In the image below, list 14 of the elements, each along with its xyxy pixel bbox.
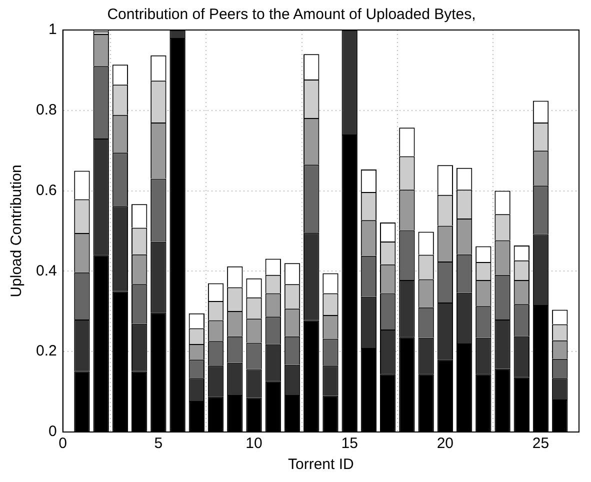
chart-title: Contribution of Peers to the Amount of Uploaded Bytes, — [107, 6, 476, 24]
y-axis-title: Upload Contribution — [8, 164, 26, 298]
y-tick-label: 1 — [48, 21, 57, 38]
x-tick-label: 10 — [246, 435, 262, 452]
x-tick-label: 25 — [532, 435, 550, 452]
y-tick-label: 0 — [48, 423, 57, 440]
x-tick-label: 5 — [154, 435, 163, 452]
x-tick-label: 15 — [341, 435, 358, 452]
x-tick-label: 20 — [436, 435, 454, 452]
y-tick-label: 0.8 — [36, 102, 57, 119]
y-tick-label: 0.2 — [36, 342, 57, 360]
y-tick-label: 0.4 — [36, 262, 57, 280]
y-tick-label: 0.6 — [36, 182, 57, 199]
x-axis-title: Torrent ID — [288, 456, 354, 474]
